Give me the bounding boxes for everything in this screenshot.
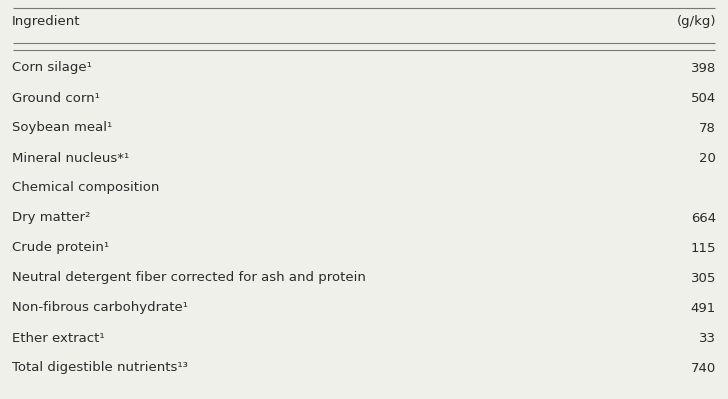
Text: Corn silage¹: Corn silage¹ (12, 61, 92, 75)
Text: 115: 115 (690, 241, 716, 255)
Text: Ether extract¹: Ether extract¹ (12, 332, 105, 344)
Text: Chemical composition: Chemical composition (12, 182, 159, 194)
Text: 305: 305 (691, 271, 716, 284)
Text: Dry matter²: Dry matter² (12, 211, 90, 225)
Text: 504: 504 (691, 91, 716, 105)
Text: (g/kg): (g/kg) (676, 16, 716, 28)
Text: 740: 740 (691, 361, 716, 375)
Text: Mineral nucleus*¹: Mineral nucleus*¹ (12, 152, 130, 164)
Text: Soybean meal¹: Soybean meal¹ (12, 122, 112, 134)
Text: Crude protein¹: Crude protein¹ (12, 241, 109, 255)
Text: 491: 491 (691, 302, 716, 314)
Text: 33: 33 (699, 332, 716, 344)
Text: Non-fibrous carbohydrate¹: Non-fibrous carbohydrate¹ (12, 302, 188, 314)
Text: Ingredient: Ingredient (12, 16, 81, 28)
Text: Neutral detergent fiber corrected for ash and protein: Neutral detergent fiber corrected for as… (12, 271, 366, 284)
Text: 78: 78 (699, 122, 716, 134)
Text: Total digestible nutrients¹³: Total digestible nutrients¹³ (12, 361, 188, 375)
Text: 664: 664 (691, 211, 716, 225)
Text: 398: 398 (691, 61, 716, 75)
Text: Ground corn¹: Ground corn¹ (12, 91, 100, 105)
Text: 20: 20 (699, 152, 716, 164)
